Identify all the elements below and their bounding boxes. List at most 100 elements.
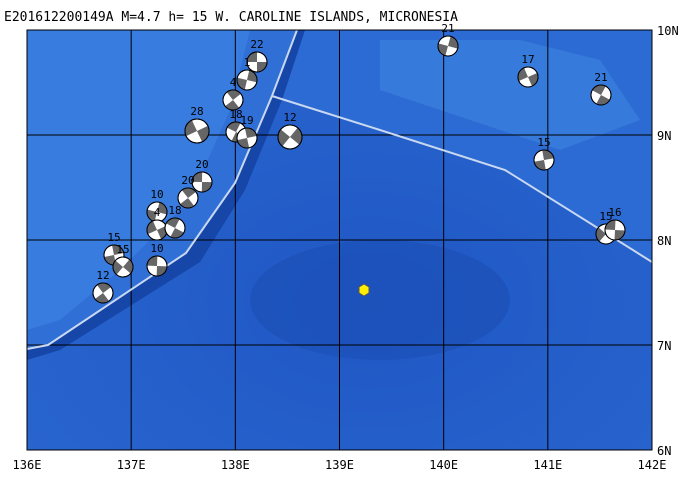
- x-label: 137E: [117, 458, 146, 472]
- ball-quadrant: [113, 259, 133, 275]
- axes: 136E 137E 138E 139E 140E 141E 142E 10N 9N 8N 7N 6N: [13, 24, 679, 472]
- beachball: 12: [277, 111, 303, 150]
- basin: [250, 240, 510, 360]
- depth-label: 15: [116, 243, 129, 256]
- epicenter: [358, 283, 370, 297]
- depth-label: 20: [181, 174, 194, 187]
- ball-quadrant: [104, 245, 124, 265]
- x-label: 139E: [325, 458, 354, 472]
- beachball: 22: [246, 38, 268, 73]
- depth-label: 15: [537, 136, 550, 149]
- y-label: 7N: [657, 339, 671, 353]
- ball-outline: [236, 127, 258, 149]
- ball-outline: [177, 187, 199, 209]
- beachball: 10: [146, 242, 168, 277]
- y-label: 9N: [657, 129, 671, 143]
- title: E201612200149A M=4.7 h= 15 W. CAROLINE I…: [4, 10, 458, 25]
- ball-quadrant: [166, 218, 184, 238]
- frame: [26, 29, 653, 451]
- depth-label: 19: [240, 114, 253, 127]
- ball-outline: [112, 256, 134, 278]
- y-label: 10N: [657, 24, 679, 38]
- ball-quadrant: [237, 128, 257, 148]
- depth-label: 28: [190, 105, 203, 118]
- beachball: 12: [92, 269, 114, 304]
- beachball: 1: [236, 56, 258, 91]
- ball-quadrant: [147, 220, 168, 240]
- y-label: 8N: [657, 234, 671, 248]
- depth-label: 4: [154, 206, 161, 219]
- ball-quadrant: [592, 84, 610, 106]
- ball-quadrant: [147, 256, 167, 276]
- depth-label: 12: [96, 269, 109, 282]
- ball-outline: [92, 282, 114, 304]
- depth-label: 12: [283, 111, 296, 124]
- plate-boundary: [26, 29, 298, 350]
- x-label: 140E: [429, 458, 458, 472]
- ball-quadrant: [185, 120, 209, 142]
- depth-label: 15: [107, 231, 120, 244]
- ball-outline: [222, 89, 244, 111]
- beachball: 16: [604, 206, 626, 241]
- y-label: 6N: [657, 444, 671, 458]
- plate-boundary: [271, 95, 653, 263]
- ball-quadrant: [180, 188, 196, 208]
- depth-label: 22: [250, 38, 263, 51]
- depth-label: 16: [608, 206, 621, 219]
- ball-quadrant: [236, 70, 257, 90]
- beachball: 20: [177, 174, 199, 209]
- beachball: 21: [590, 71, 612, 106]
- ball-outline: [277, 124, 303, 150]
- ball-quadrant: [192, 172, 212, 192]
- depth-label: 15: [599, 210, 612, 223]
- ball-outline: [164, 217, 186, 239]
- ball-quadrant: [438, 36, 458, 56]
- ball-outline: [604, 219, 626, 241]
- ball-outline: [236, 69, 258, 91]
- ball-outline: [590, 84, 612, 106]
- x-label: 141E: [533, 458, 562, 472]
- depth-label: 20: [195, 158, 208, 171]
- beachball: 17: [517, 53, 539, 88]
- depth-label: 18: [229, 108, 242, 121]
- x-label: 136E: [13, 458, 42, 472]
- depth-label: 1: [244, 56, 251, 69]
- ball-quadrant: [518, 67, 538, 87]
- ridge: [27, 30, 250, 330]
- ball-outline: [146, 255, 168, 277]
- ball-outline: [517, 66, 539, 88]
- beachball: 4: [222, 76, 244, 111]
- north-high: [380, 40, 640, 150]
- ball-quadrant: [147, 202, 167, 222]
- ball-quadrant: [247, 52, 267, 72]
- depth-label: 4: [230, 76, 237, 89]
- ball-quadrant: [278, 127, 302, 147]
- ball-quadrant: [225, 90, 241, 110]
- beachball: 4: [146, 206, 168, 241]
- beachball: 15: [533, 136, 555, 171]
- ball-outline: [246, 51, 268, 73]
- grid: [27, 30, 652, 450]
- depth-label: 18: [168, 204, 181, 217]
- beachball: 15: [112, 243, 134, 278]
- x-label: 142E: [638, 458, 667, 472]
- ball-outline: [437, 35, 459, 57]
- ball-outline: [533, 149, 555, 171]
- depth-label: 17: [521, 53, 534, 66]
- ball-quadrant: [534, 150, 554, 170]
- ball-quadrant: [605, 220, 625, 240]
- beachball: 28: [184, 105, 210, 144]
- beachball: 21: [437, 22, 459, 57]
- depth-label: 10: [150, 188, 163, 201]
- beachball: 20: [191, 158, 213, 193]
- ball-quadrant: [94, 283, 112, 304]
- ball-outline: [184, 118, 210, 144]
- ball-outline: [191, 171, 213, 193]
- depth-label: 21: [441, 22, 454, 35]
- depth-label: 10: [150, 242, 163, 255]
- beachball: 19: [236, 114, 258, 149]
- beachball: 18: [164, 204, 186, 239]
- x-label: 138E: [221, 458, 250, 472]
